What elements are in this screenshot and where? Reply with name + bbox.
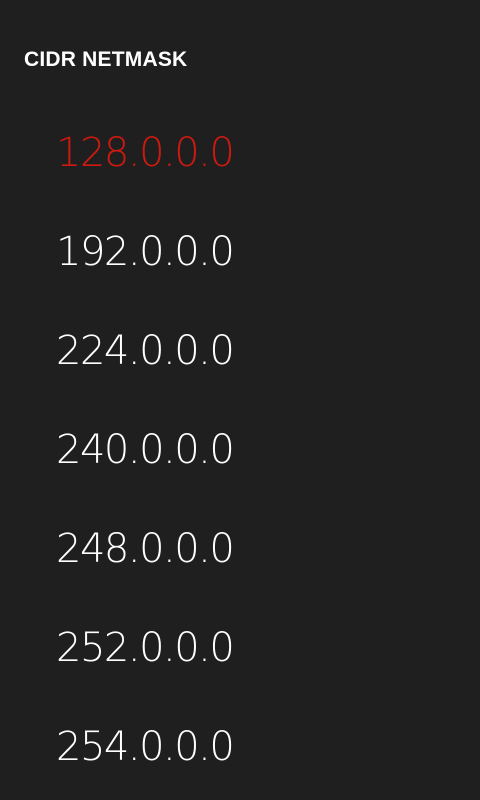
list-item[interactable]: 224.0.0.0	[56, 327, 235, 374]
list-item[interactable]: 254.0.0.0	[56, 723, 235, 770]
page-title: CIDR NETMASK	[24, 48, 188, 71]
list-item[interactable]: 248.0.0.0	[56, 525, 235, 572]
list-item[interactable]: 128.0.0.0	[56, 129, 235, 176]
list-item[interactable]: 240.0.0.0	[56, 426, 235, 473]
list-item[interactable]: 192.0.0.0	[56, 228, 235, 275]
netmask-list: 128.0.0.0 192.0.0.0 224.0.0.0 240.0.0.0 …	[0, 103, 480, 796]
list-item[interactable]: 252.0.0.0	[56, 624, 235, 671]
